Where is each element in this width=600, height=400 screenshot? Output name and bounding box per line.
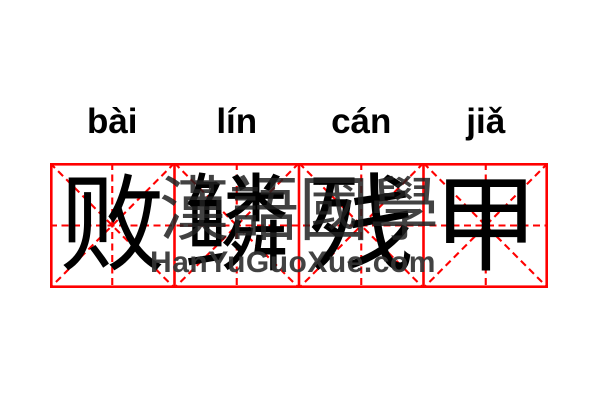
pinyin-cell-4: jiǎ <box>424 96 549 142</box>
char-cell-3: 残 <box>299 163 424 288</box>
practice-grid <box>50 163 548 288</box>
pinyin-cell-2: lín <box>175 96 300 142</box>
pinyin-lin: lín <box>216 102 258 141</box>
pinyin-bai: bài <box>86 102 138 141</box>
pinyin-jia: jiǎ <box>466 102 506 141</box>
pinyin-cell-1: bài <box>50 96 175 142</box>
pinyin-row: bài lín cán jiǎ <box>50 96 548 142</box>
char-cell-2: 鳞 <box>175 163 300 288</box>
char-lin: 鳞 <box>183 163 290 287</box>
grid-dashed-guides <box>50 163 548 288</box>
pinyin-cell-3: cán <box>299 96 424 142</box>
char-bai: 败 <box>59 163 166 287</box>
char-cell-4: 甲 <box>424 163 549 288</box>
char-cell-1: 败 <box>50 163 175 288</box>
char-jia: 甲 <box>432 163 539 287</box>
char-can: 残 <box>308 163 415 287</box>
grid-solid-lines <box>50 163 548 288</box>
pinyin-can: cán <box>331 102 392 141</box>
idiom-characters-row: 败 鳞 残 甲 <box>50 163 548 288</box>
